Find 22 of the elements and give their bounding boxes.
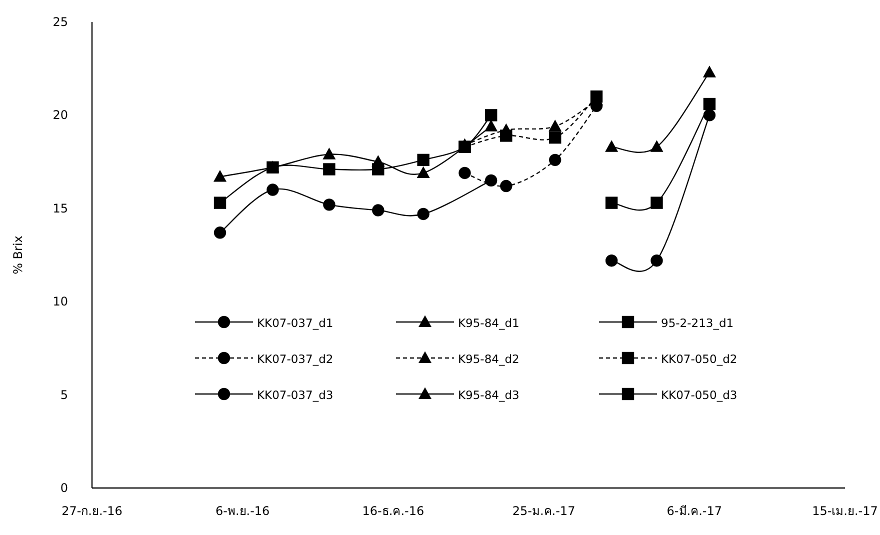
y-tick-label: 10 <box>52 294 68 309</box>
legend-label: 95-2-213_d1 <box>661 316 734 330</box>
x-tick-label: 16-ธ.ค.-16 <box>362 504 424 518</box>
y-tick-label: 20 <box>52 108 68 122</box>
legend-label: K95-84_d3 <box>458 388 520 402</box>
legend-label: KK07-050_d2 <box>661 352 738 366</box>
x-tick-label: 15-เม.ย.-17 <box>812 504 878 518</box>
y-tick-label: 15 <box>52 201 68 216</box>
legend-label: KK07-050_d3 <box>661 388 738 402</box>
legend-label: KK07-037_d2 <box>257 352 334 366</box>
y-tick-label: 25 <box>52 15 68 29</box>
x-tick-label: 27-ก.ย.-16 <box>62 504 122 518</box>
y-tick-label: 0 <box>60 481 68 495</box>
x-tick-label: 25-ม.ค.-17 <box>512 504 576 518</box>
y-tick-label: 5 <box>60 388 68 402</box>
x-tick-label: 6-มี.ค.-17 <box>666 504 722 518</box>
legend-label: KK07-037_d1 <box>257 316 334 330</box>
legend-label: K95-84_d1 <box>458 316 520 330</box>
legend-label: K95-84_d2 <box>458 352 520 366</box>
x-tick-label: 6-พ.ย.-16 <box>216 504 270 518</box>
legend-label: KK07-037_d3 <box>257 388 334 402</box>
y-axis-title: % Brix <box>11 236 25 274</box>
